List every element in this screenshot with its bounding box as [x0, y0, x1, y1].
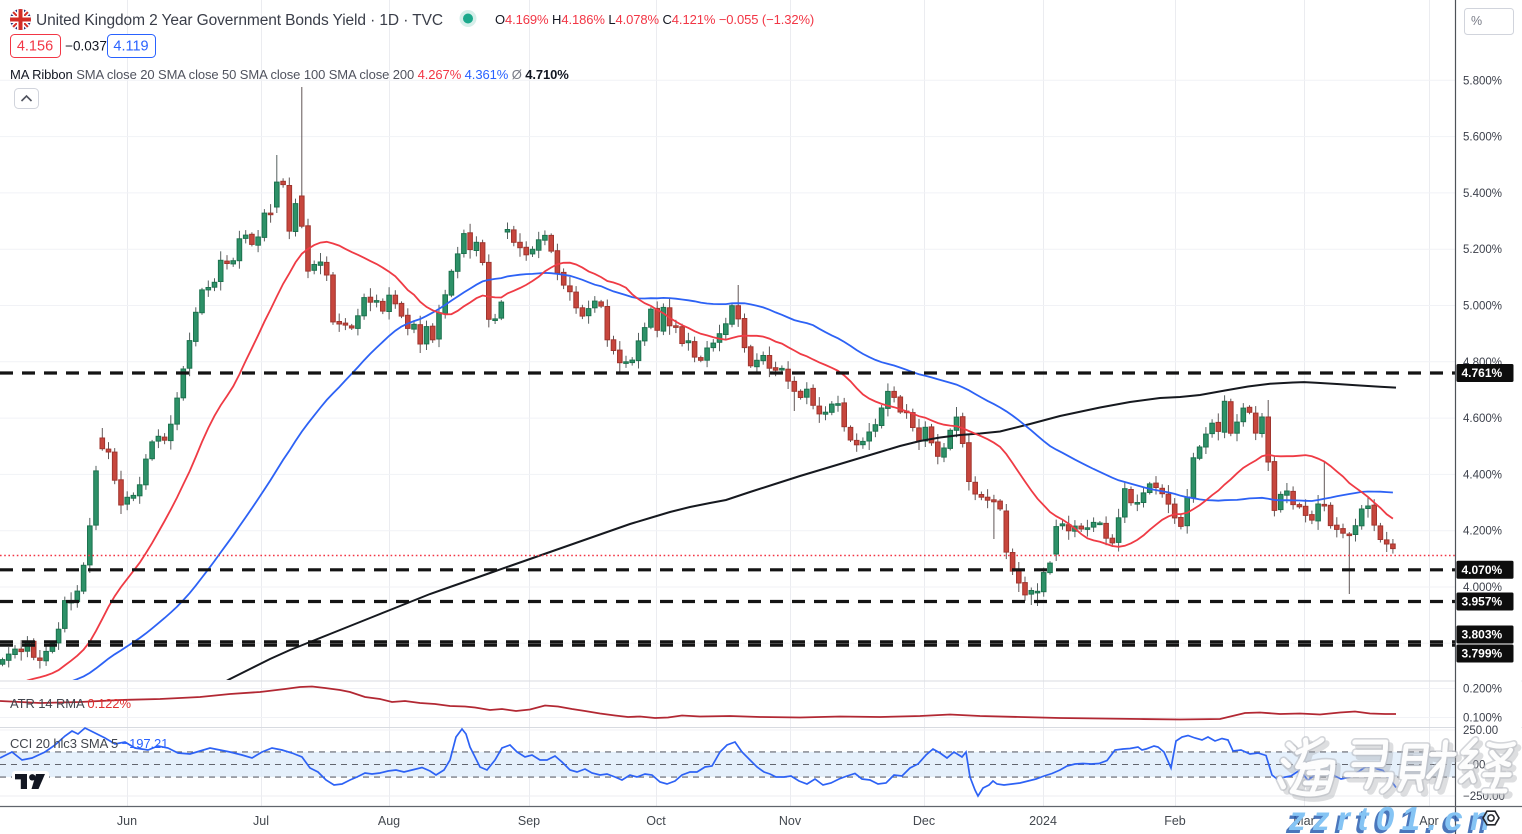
svg-text:Sep: Sep [518, 814, 540, 828]
svg-text:MA Ribbon SMA close 20 SMA clo: MA Ribbon SMA close 20 SMA close 50 SMA … [10, 67, 569, 82]
svg-text:zzrt01.cn: zzrt01.cn [1285, 803, 1495, 834]
svg-text:4.600%: 4.600% [1463, 413, 1502, 425]
svg-text:Aug: Aug [378, 814, 400, 828]
svg-text:4.761%: 4.761% [1462, 366, 1503, 380]
svg-text:4.400%: 4.400% [1463, 469, 1502, 481]
svg-text:0.100%: 0.100% [1463, 713, 1502, 725]
svg-text:5.800%: 5.800% [1463, 75, 1502, 87]
svg-text:Oct: Oct [646, 814, 666, 828]
svg-text:4.119: 4.119 [113, 39, 148, 55]
svg-text:Jun: Jun [117, 814, 137, 828]
svg-text:5.000%: 5.000% [1463, 301, 1502, 313]
svg-text:Dec: Dec [913, 814, 935, 828]
svg-text:4.200%: 4.200% [1463, 526, 1502, 538]
svg-text:4.070%: 4.070% [1462, 563, 1503, 577]
svg-text:Jul: Jul [253, 814, 269, 828]
svg-text:250.00: 250.00 [1463, 725, 1498, 737]
svg-text:2024: 2024 [1029, 814, 1057, 828]
svg-text:O4.169% H4.186% L4.078% C4.121: O4.169% H4.186% L4.078% C4.121% −0.055 (… [495, 12, 814, 27]
svg-text:3.957%: 3.957% [1462, 595, 1503, 609]
svg-text:Apr: Apr [1419, 814, 1438, 828]
svg-text:United Kingdom 2 Year Governme: United Kingdom 2 Year Government Bonds Y… [36, 12, 443, 29]
svg-text:−0.037: −0.037 [65, 39, 107, 54]
svg-text:4.000%: 4.000% [1463, 582, 1502, 594]
svg-text:zzrt01.cn: zzrt01.cn [1288, 800, 1498, 834]
svg-text:5.400%: 5.400% [1463, 188, 1502, 200]
svg-text:5.600%: 5.600% [1463, 132, 1502, 144]
svg-text:4.156: 4.156 [17, 39, 53, 55]
svg-text:ATR 14 RMA 0.122%: ATR 14 RMA 0.122% [10, 696, 131, 711]
svg-text:CCI 20 hlc3 SMA 5 −197.21: CCI 20 hlc3 SMA 5 −197.21 [10, 736, 168, 751]
svg-text:5.200%: 5.200% [1463, 244, 1502, 256]
svg-text:Mar: Mar [1293, 814, 1315, 828]
svg-text:3.803%: 3.803% [1462, 628, 1503, 642]
svg-text:Feb: Feb [1164, 814, 1186, 828]
svg-text:3.799%: 3.799% [1462, 647, 1503, 661]
svg-text:0.200%: 0.200% [1463, 684, 1502, 696]
svg-text:%: % [1471, 14, 1482, 28]
svg-text:Nov: Nov [779, 814, 802, 828]
